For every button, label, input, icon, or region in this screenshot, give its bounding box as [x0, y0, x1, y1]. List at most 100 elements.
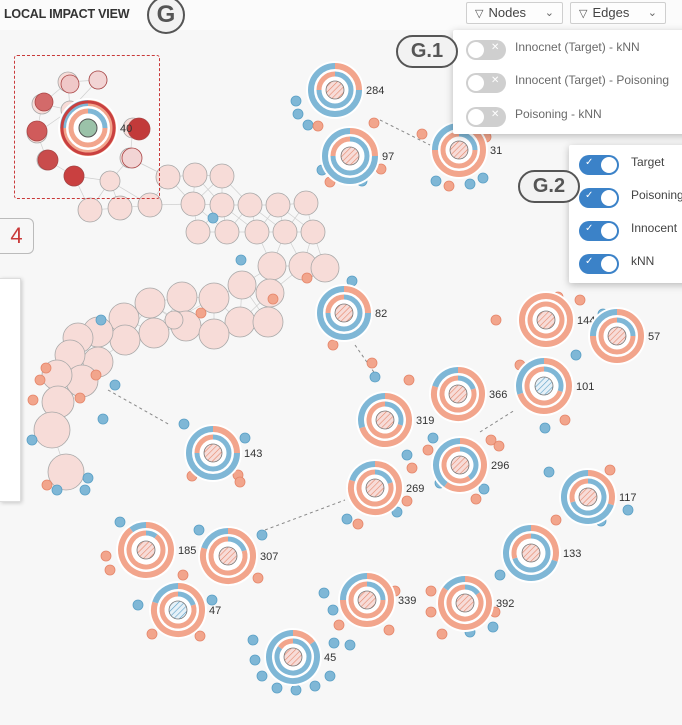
node-toggle-knn[interactable]: ✓ — [579, 254, 619, 274]
knn-node-highlighted — [127, 117, 151, 141]
poison-satellite — [403, 374, 415, 386]
knn-node — [182, 162, 208, 188]
poison-ring — [359, 393, 412, 447]
poison-satellite — [252, 572, 264, 584]
view-title: LOCAL IMPACT VIEW — [4, 7, 130, 21]
innocent-satellite — [324, 670, 336, 682]
target-center — [203, 443, 223, 463]
poison-satellite — [425, 585, 437, 597]
poison-satellite — [436, 628, 448, 640]
innocent-satellite — [318, 587, 330, 599]
innocent-inner-ring — [570, 478, 607, 516]
innocent-inner-ring — [316, 71, 354, 109]
target-label-117: 117 — [619, 492, 637, 504]
poison-ring — [200, 528, 256, 584]
poison-satellite — [234, 476, 246, 488]
innocent-satellite — [79, 484, 91, 496]
node-toggle-innocent[interactable]: ✓ — [579, 221, 619, 241]
innocent-ring — [201, 528, 229, 550]
target-label-40: 40 — [120, 123, 132, 135]
edges-filter-panel: ✕ Innocnet (Target) - kNN ✕ Innocent (Ta… — [453, 30, 682, 134]
knn-node — [77, 197, 103, 223]
poison-ring — [431, 367, 485, 421]
innocent-satellite — [256, 529, 268, 541]
innocent-inner-ring — [458, 131, 478, 151]
edge-toggle-innocent-knn[interactable]: ✕ — [466, 40, 506, 60]
poison-satellite — [485, 434, 497, 446]
innocent-satellite — [82, 472, 94, 484]
edges-filter-button[interactable]: ▽ Edges ⌄ — [570, 2, 666, 24]
poison-satellite — [559, 414, 571, 426]
node-filter-label: Innocent — [631, 221, 678, 235]
target-label-366: 366 — [489, 389, 507, 401]
innocent-ring — [432, 367, 459, 388]
poison-ring — [438, 576, 492, 630]
innocent-inner-ring — [459, 446, 479, 480]
innocent-satellite — [391, 506, 403, 518]
target-center — [455, 593, 475, 613]
innocent-satellite — [256, 670, 268, 682]
innocent-satellite — [95, 314, 107, 326]
innocent-satellite — [97, 413, 109, 425]
node-filter-row-innocent[interactable]: ✓ Innocent — [569, 215, 682, 245]
target-node-307: 307 — [198, 526, 278, 586]
node-filter-row-target[interactable]: ✓ Target — [569, 149, 682, 179]
innocent-inner-ring — [543, 366, 564, 393]
poison-satellite — [443, 180, 455, 192]
poison-inner-ring — [366, 401, 403, 439]
target-center — [365, 478, 385, 498]
node-toggle-target[interactable]: ✓ — [579, 155, 619, 175]
innocent-inner-ring — [227, 536, 247, 552]
innocent-inner-ring — [330, 136, 370, 176]
edge-filter-row-innocent-knn[interactable]: ✕ Innocnet (Target) - kNN — [453, 34, 682, 64]
edge-filter-row-poisoning-knn[interactable]: ✕ Poisoning - kNN — [453, 101, 682, 131]
knn-node — [155, 164, 181, 190]
poison-inner-ring — [524, 366, 563, 406]
target-label-296: 296 — [491, 460, 509, 472]
filter-icon: ▽ — [475, 8, 484, 20]
innocent-satellite — [239, 432, 251, 444]
poison-inner-ring — [511, 533, 532, 560]
target-node-296: 296 — [431, 436, 509, 494]
knn-node — [198, 282, 230, 314]
node-filter-label: Poisoning — [631, 188, 682, 202]
target-center — [578, 487, 598, 507]
target-center — [534, 376, 554, 396]
node-filter-row-poisoning[interactable]: ✓ Poisoning — [569, 182, 682, 212]
target-label-45: 45 — [324, 652, 336, 664]
node-filter-row-knn[interactable]: ✓ kNN — [569, 248, 682, 278]
nodes-filter-panel: ✓ Target ✓ Poisoning ✓ Innocent ✓ kNN — [569, 145, 682, 283]
innocent-satellite — [235, 254, 247, 266]
poison-satellite — [470, 493, 482, 505]
edge-toggle-poisoning-knn[interactable]: ✕ — [466, 107, 506, 127]
poison-satellite — [74, 392, 86, 404]
poison-ring — [349, 128, 378, 157]
innocent-inner-ring — [616, 317, 636, 337]
target-node-392: 392 — [436, 574, 514, 632]
knn-node — [272, 219, 298, 245]
nodes-filter-button[interactable]: ▽ Nodes ⌄ — [466, 2, 563, 24]
poison-ring — [343, 286, 371, 314]
poison-ring — [348, 461, 402, 515]
edge-filter-row-innocent-poisoning[interactable]: ✕ Innocent (Target) - Poisoning — [453, 67, 682, 97]
poison-ring — [530, 525, 559, 562]
poison-satellite — [401, 495, 413, 507]
innocent-satellite — [178, 418, 190, 430]
innocent-ring — [561, 470, 614, 524]
edge-toggle-innocent-poisoning[interactable]: ✕ — [466, 73, 506, 93]
poison-inner-ring — [598, 317, 636, 355]
target-node-82: 82 — [315, 284, 387, 342]
poison-ring — [590, 309, 644, 363]
knn-node — [47, 453, 85, 491]
poison-inner-ring — [159, 591, 197, 629]
poison-inner-ring — [348, 581, 386, 619]
innocent-inner-ring — [274, 638, 312, 676]
knn-node — [265, 192, 291, 218]
poison-ring — [292, 630, 315, 645]
node-toggle-poisoning[interactable]: ✓ — [579, 188, 619, 208]
innocent-ring — [322, 128, 378, 184]
innocent-ring — [308, 63, 362, 117]
innocent-satellite — [478, 483, 490, 495]
